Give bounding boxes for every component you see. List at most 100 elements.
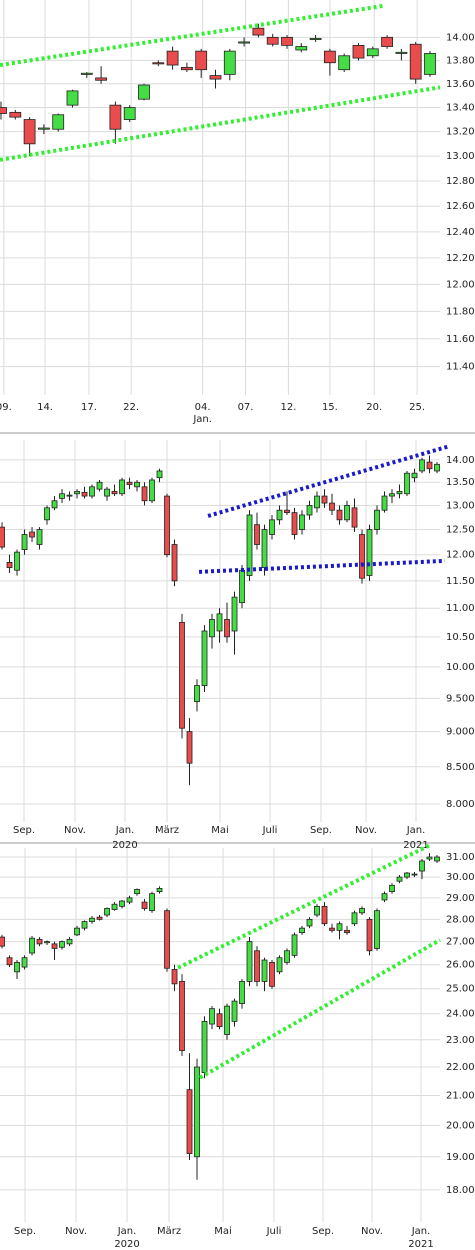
- candle-body: [323, 50, 336, 64]
- x-tick-label: Nov.: [355, 825, 377, 836]
- candle-body: [374, 910, 380, 949]
- candle-body: [411, 873, 418, 876]
- x-period-label: Jan.: [192, 414, 212, 425]
- candle-body: [404, 872, 410, 878]
- x-period-label: 2020: [114, 1239, 139, 1250]
- candle-body: [171, 969, 178, 985]
- y-tick-label: 14.000: [446, 455, 475, 466]
- candle-body: [209, 1008, 215, 1025]
- y-tick-label: 28.000: [446, 914, 475, 925]
- candle-body: [381, 893, 388, 901]
- y-tick-label: 14.000: [446, 32, 475, 43]
- x-tick-label: Mai: [214, 1226, 232, 1237]
- candle-body: [195, 50, 208, 71]
- x-tick-label: Nov.: [65, 1226, 87, 1237]
- trend-line: [199, 938, 441, 1080]
- x-tick-label: März: [157, 1226, 181, 1237]
- candle-body: [171, 544, 178, 582]
- x-tick-label: 04.: [195, 402, 211, 413]
- candle-body: [164, 495, 170, 556]
- candle-body: [66, 938, 73, 945]
- candle-body: [344, 505, 350, 521]
- candle-body: [366, 48, 379, 57]
- x-tick-label: 09.: [0, 402, 12, 413]
- y-tick-label: 21.000: [446, 1090, 475, 1101]
- x-period-label: 2021: [403, 840, 428, 851]
- y-tick-label: 9.000: [446, 727, 475, 738]
- y-tick-label: 13.000: [446, 151, 475, 162]
- candle-body: [224, 619, 230, 638]
- candle-body: [14, 961, 20, 973]
- y-tick-label: 19.000: [446, 1152, 475, 1163]
- candle-body: [104, 908, 110, 916]
- y-tick-label: 13.500: [446, 477, 475, 488]
- y-tick-label: 12.200: [446, 253, 475, 264]
- candle-body: [344, 929, 350, 934]
- candle-body: [426, 461, 433, 470]
- candle-body: [246, 941, 253, 982]
- candle-body: [419, 459, 425, 472]
- candle-body: [381, 495, 388, 511]
- candle-body: [284, 509, 290, 513]
- x-period-label: 2021: [408, 1239, 433, 1250]
- candle-body: [51, 500, 58, 509]
- candle-body: [351, 507, 358, 528]
- candle-body: [36, 529, 43, 545]
- y-tick-label: 13.400: [446, 103, 475, 114]
- candle-body: [239, 981, 245, 1005]
- y-tick-label: 12.800: [446, 176, 475, 187]
- y-tick-label: 11.600: [446, 334, 475, 345]
- y-tick-label: 22.000: [446, 1062, 475, 1073]
- candle-body: [0, 936, 5, 947]
- candle-body: [374, 509, 380, 530]
- y-tick-label: 9.500: [446, 693, 475, 704]
- candle-body: [141, 901, 148, 909]
- y-tick-label: 10.000: [446, 662, 475, 673]
- x-tick-label: Jan.: [406, 825, 426, 836]
- candle-body: [238, 41, 250, 44]
- candle-body: [126, 481, 133, 485]
- candle-body: [231, 596, 238, 632]
- candle-body: [179, 621, 185, 729]
- candle-body: [306, 918, 313, 927]
- candle-body: [261, 529, 268, 569]
- candle-body: [426, 856, 433, 860]
- x-tick-label: Sep.: [312, 1226, 334, 1237]
- candle-body: [149, 893, 155, 912]
- x-tick-label: 20.: [366, 402, 382, 413]
- candle-body: [411, 472, 418, 479]
- candle-body: [209, 619, 215, 638]
- candle-body: [6, 957, 13, 966]
- candle-body: [126, 897, 133, 903]
- panel: 14.000 13.800 13.600 13.400 13.200 13.000 12.8…: [0, 0, 475, 425]
- candle-body: [23, 119, 36, 145]
- y-tick-label: 13.000: [446, 500, 475, 511]
- candle-body: [134, 889, 140, 895]
- candle-body: [254, 950, 260, 982]
- x-tick-label: 07.: [238, 402, 254, 413]
- x-tick-label: 25.: [409, 402, 425, 413]
- candle-body: [281, 36, 293, 46]
- y-tick-label: 11.000: [446, 603, 475, 614]
- candle-body: [291, 934, 298, 956]
- candle-body: [0, 107, 7, 114]
- x-tick-label: Juli: [266, 1226, 282, 1237]
- y-tick-label: 8.500: [446, 762, 475, 773]
- candle-body: [111, 491, 118, 495]
- candle-body: [284, 950, 290, 963]
- candle-body: [201, 630, 208, 686]
- candle-body: [216, 613, 223, 632]
- candle-body: [404, 472, 410, 495]
- candle-body: [89, 486, 95, 497]
- candle-body: [14, 551, 20, 571]
- candle-body: [266, 36, 279, 45]
- y-tick-label: 12.400: [446, 227, 475, 238]
- trend-line: [0, 85, 441, 162]
- candle-body: [366, 918, 373, 952]
- x-tick-label: Sep.: [14, 1226, 36, 1237]
- y-tick-label: 26.000: [446, 960, 475, 971]
- candle-body: [6, 562, 13, 569]
- candle-body: [119, 479, 125, 495]
- candle-body: [0, 526, 5, 548]
- y-tick-label: 25.000: [446, 984, 475, 995]
